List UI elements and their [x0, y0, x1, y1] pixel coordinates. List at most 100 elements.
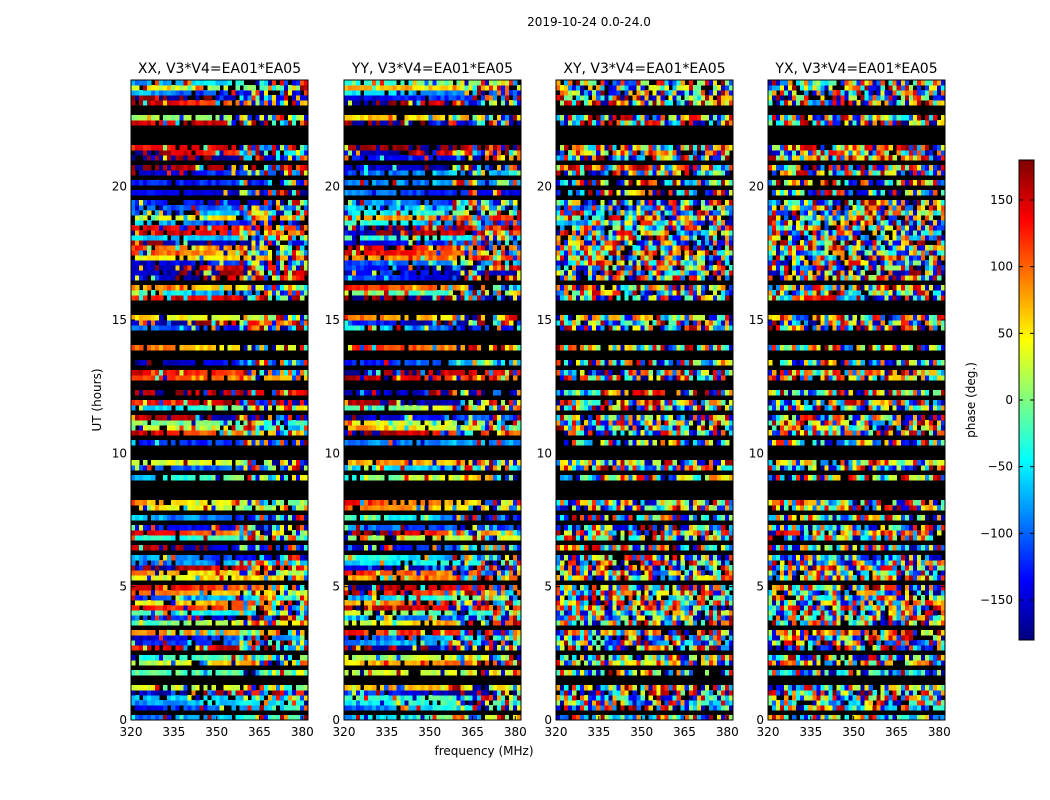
phase-cell — [275, 165, 281, 171]
phase-cell — [227, 80, 232, 86]
phase-cell — [283, 555, 289, 561]
phase-cell — [199, 215, 204, 221]
phase-cell — [279, 390, 285, 396]
phase-cell — [235, 585, 240, 591]
phase-cell — [223, 180, 228, 186]
phase-cell — [384, 505, 389, 511]
phase-cell — [460, 685, 465, 691]
phase-cell — [424, 415, 429, 421]
phase-cell — [295, 200, 301, 206]
phase-cell — [263, 590, 269, 596]
phase-cell — [420, 685, 425, 691]
phase-cell — [135, 260, 140, 266]
phase-cell — [159, 205, 164, 211]
phase-cell — [255, 155, 261, 161]
phase-cell — [412, 590, 417, 596]
phase-cell — [380, 690, 385, 696]
phase-cell — [452, 575, 457, 581]
phase-cell — [263, 225, 269, 231]
phase-cell — [187, 535, 192, 541]
phase-cell — [179, 545, 184, 551]
phase-cell — [259, 515, 265, 521]
phase-cell — [151, 425, 156, 431]
phase-cell — [131, 630, 136, 636]
phase-cell — [203, 645, 208, 651]
phase-cell — [384, 585, 389, 591]
phase-cell — [404, 615, 409, 621]
phase-cell — [183, 200, 188, 206]
phase-cell — [139, 690, 144, 696]
phase-cell — [352, 555, 357, 561]
phase-cell — [279, 425, 285, 431]
phase-cell — [271, 655, 277, 661]
phase-cell — [420, 440, 425, 446]
phase-cell — [219, 660, 224, 666]
phase-cell — [456, 645, 461, 651]
phase-cell — [259, 255, 265, 261]
phase-cell — [191, 515, 196, 521]
phase-cell — [215, 610, 220, 616]
phase-cell — [227, 560, 232, 566]
phase-cell — [255, 215, 261, 221]
phase-cell — [344, 610, 349, 616]
phase-cell — [271, 120, 277, 126]
phase-cell — [243, 670, 248, 676]
phase-cell — [183, 345, 188, 351]
phase-cell — [199, 220, 204, 226]
phase-cell — [231, 170, 236, 176]
phase-cell — [291, 215, 297, 221]
phase-cell — [416, 705, 421, 711]
phase-cell — [360, 475, 365, 481]
phase-cell — [139, 320, 144, 326]
phase-cell — [239, 285, 244, 291]
phase-cell — [187, 215, 192, 221]
phase-cell — [436, 670, 441, 676]
phase-cell — [287, 460, 293, 466]
phase-cell — [179, 205, 184, 211]
phase-cell — [380, 460, 385, 466]
phase-cell — [163, 250, 168, 256]
phase-cell — [267, 610, 273, 616]
phase-cell — [183, 320, 188, 326]
phase-cell — [235, 295, 240, 301]
phase-cell — [376, 600, 381, 606]
phase-cell — [223, 525, 228, 531]
phase-cell — [480, 595, 486, 601]
phase-cell — [279, 465, 285, 471]
phase-cell — [464, 555, 469, 561]
phase-cell — [143, 695, 148, 701]
phase-cell — [287, 570, 293, 576]
phase-cell — [271, 530, 277, 536]
phase-cell — [291, 420, 297, 426]
phase-cell — [211, 270, 216, 276]
phase-cell — [135, 535, 140, 541]
phase-cell — [508, 415, 514, 421]
phase-cell — [199, 100, 204, 106]
phase-cell — [291, 345, 297, 351]
phase-cell — [191, 595, 196, 601]
phase-cell — [171, 415, 176, 421]
phase-cell — [219, 255, 224, 261]
phase-cell — [287, 420, 293, 426]
phase-cell — [179, 465, 184, 471]
phase-cell — [388, 590, 393, 596]
phase-cell — [243, 360, 248, 366]
phase-cell — [299, 255, 305, 261]
phase-cell — [159, 255, 164, 261]
phase-cell — [243, 165, 248, 171]
phase-cell — [227, 690, 232, 696]
phase-cell — [255, 635, 261, 641]
phase-cell — [472, 425, 478, 431]
phase-cell — [163, 95, 168, 101]
phase-cell — [283, 205, 289, 211]
phase-cell — [303, 645, 309, 651]
phase-cell — [255, 345, 261, 351]
phase-cell — [211, 290, 216, 296]
phase-cell — [247, 685, 252, 691]
phase-cell — [227, 555, 232, 561]
phase-cell — [207, 530, 212, 536]
phase-cell — [299, 690, 305, 696]
phase-cell — [400, 600, 405, 606]
phase-cell — [275, 390, 281, 396]
phase-cell — [259, 215, 265, 221]
